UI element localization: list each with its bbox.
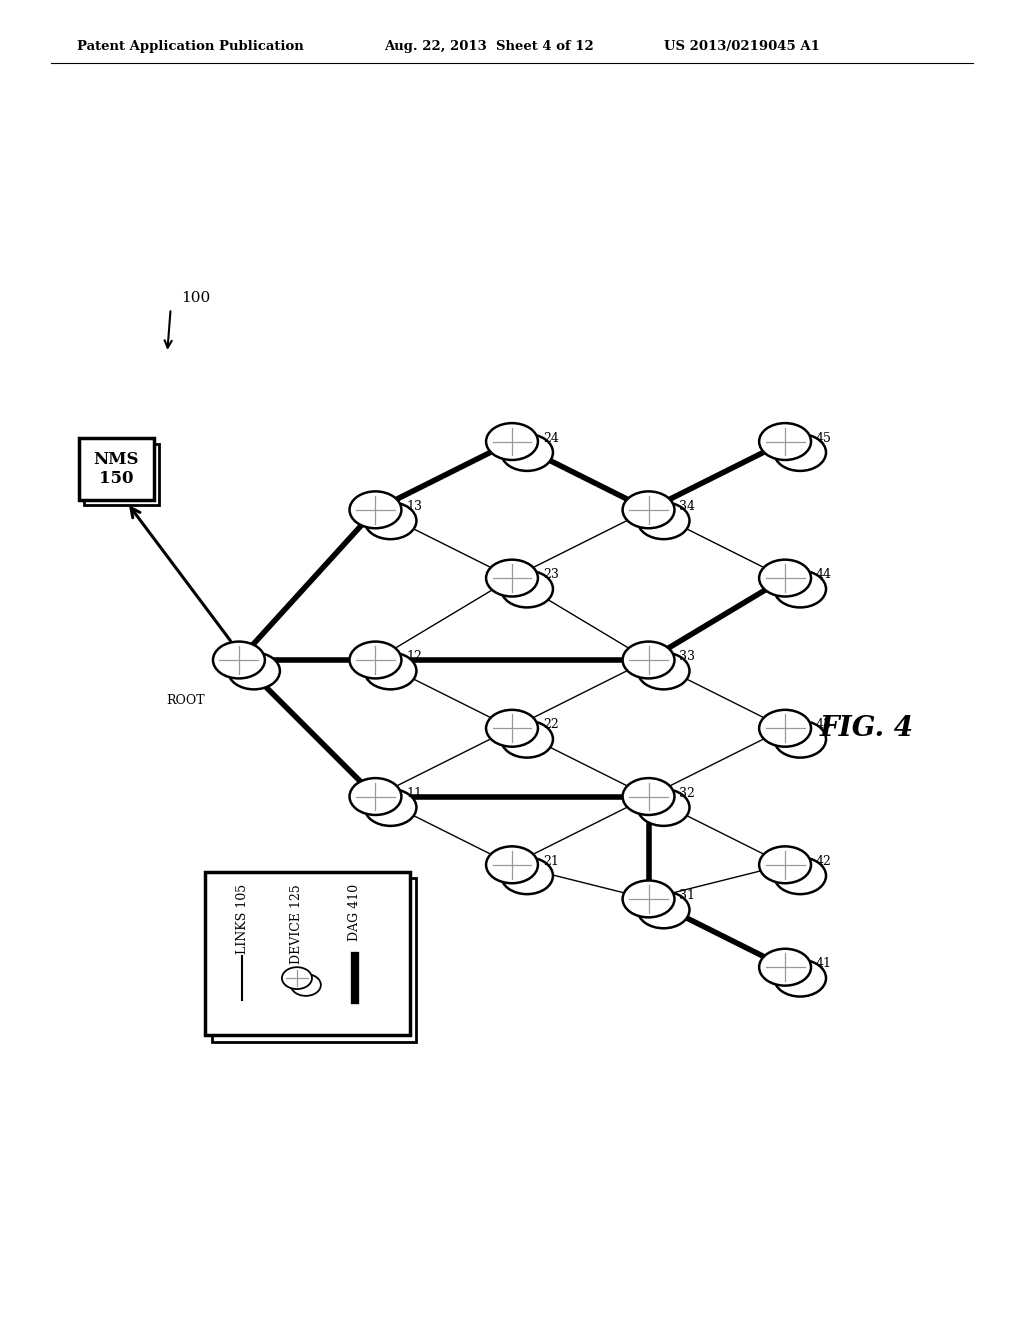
Text: DAG 410: DAG 410: [348, 884, 361, 941]
Text: Aug. 22, 2013  Sheet 4 of 12: Aug. 22, 2013 Sheet 4 of 12: [384, 40, 594, 53]
Ellipse shape: [638, 789, 689, 826]
Ellipse shape: [282, 968, 312, 989]
Ellipse shape: [501, 857, 553, 894]
Bar: [84, 444, 159, 506]
Text: 11: 11: [407, 787, 422, 800]
Ellipse shape: [759, 710, 811, 747]
Ellipse shape: [774, 721, 826, 758]
Ellipse shape: [349, 642, 401, 678]
Text: 41: 41: [816, 957, 831, 970]
Text: 24: 24: [543, 432, 559, 445]
Ellipse shape: [638, 503, 689, 539]
Bar: [79, 438, 154, 499]
Text: 21: 21: [543, 855, 559, 867]
Text: 32: 32: [679, 787, 695, 800]
Text: 43: 43: [816, 718, 831, 731]
Ellipse shape: [486, 846, 538, 883]
Text: 100: 100: [181, 290, 210, 305]
Ellipse shape: [501, 721, 553, 758]
Ellipse shape: [501, 434, 553, 471]
Ellipse shape: [623, 777, 675, 814]
Ellipse shape: [774, 857, 826, 894]
Text: DEVICE 125: DEVICE 125: [291, 884, 303, 964]
Text: 45: 45: [816, 432, 831, 445]
Text: LINKS 105: LINKS 105: [236, 884, 249, 954]
Text: 12: 12: [407, 649, 422, 663]
Text: NMS
150: NMS 150: [93, 450, 139, 487]
Ellipse shape: [501, 570, 553, 607]
Ellipse shape: [365, 503, 417, 539]
Ellipse shape: [759, 424, 811, 459]
Ellipse shape: [291, 974, 321, 995]
Text: 13: 13: [407, 500, 422, 513]
Ellipse shape: [486, 424, 538, 459]
Text: 23: 23: [543, 568, 559, 581]
Text: 34: 34: [679, 500, 695, 513]
Bar: [205, 871, 410, 1035]
Text: US 2013/0219045 A1: US 2013/0219045 A1: [664, 40, 819, 53]
Ellipse shape: [213, 642, 265, 678]
Ellipse shape: [774, 434, 826, 471]
Text: Patent Application Publication: Patent Application Publication: [77, 40, 303, 53]
Ellipse shape: [349, 777, 401, 814]
Ellipse shape: [759, 949, 811, 986]
Ellipse shape: [759, 560, 811, 597]
Text: 44: 44: [816, 568, 831, 581]
Ellipse shape: [623, 880, 675, 917]
Text: FIG. 4: FIG. 4: [820, 714, 914, 742]
Ellipse shape: [486, 710, 538, 747]
Ellipse shape: [774, 570, 826, 607]
Ellipse shape: [365, 789, 417, 826]
Ellipse shape: [486, 560, 538, 597]
Ellipse shape: [638, 652, 689, 689]
Ellipse shape: [228, 652, 280, 689]
Ellipse shape: [623, 491, 675, 528]
Ellipse shape: [774, 960, 826, 997]
Text: ROOT: ROOT: [166, 694, 205, 708]
Ellipse shape: [638, 891, 689, 928]
Text: 31: 31: [679, 890, 695, 902]
Ellipse shape: [759, 846, 811, 883]
Text: 42: 42: [816, 855, 831, 867]
Ellipse shape: [623, 642, 675, 678]
Ellipse shape: [349, 491, 401, 528]
Ellipse shape: [365, 652, 417, 689]
Text: 22: 22: [543, 718, 558, 731]
Bar: [212, 878, 417, 1043]
Text: 33: 33: [679, 649, 695, 663]
